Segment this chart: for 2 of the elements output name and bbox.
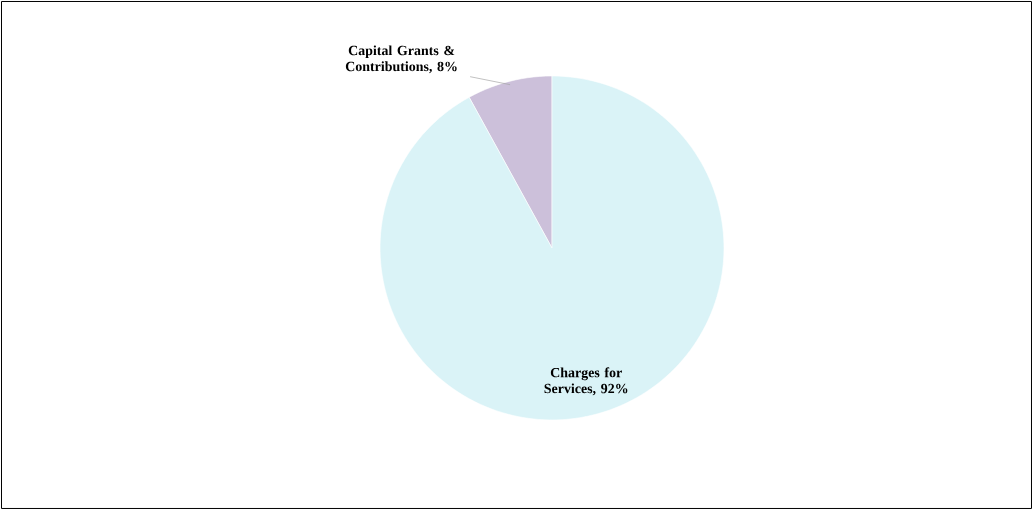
slice-label: Charges for Services, 92% <box>544 367 628 396</box>
slice-label: Capital Grants & Contributions, 8% <box>345 45 457 74</box>
